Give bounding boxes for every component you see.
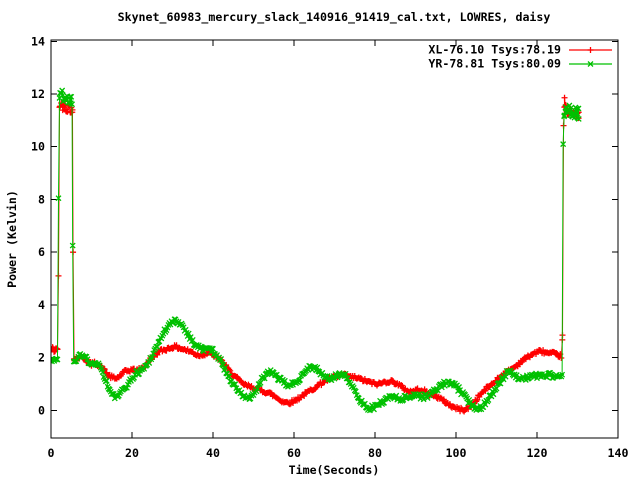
y-tick-label-8: 8: [38, 193, 45, 207]
y-tick-label-0: 0: [38, 403, 45, 417]
x-tick-label-120: 120: [527, 446, 548, 460]
series-line-xl: [51, 97, 580, 413]
legend-label-xl: XL-76.10 Tsys:78.19: [428, 43, 561, 57]
axis-ticks: [50, 40, 619, 438]
axis-tick-labels: 0 20 40 60 80 100 120 140 0 2 4 6 8 10 12 14: [31, 34, 628, 460]
x-tick-label-80: 80: [368, 446, 382, 460]
series-markers-yr: [51, 87, 582, 414]
legend: XL-76.10 Tsys:78.19 YR-78.81 Tsys:80.09: [428, 43, 612, 71]
chart-title: Skynet_60983_mercury_slack_140916_91419_…: [118, 10, 551, 25]
x-axis-label: Time(Seconds): [289, 463, 380, 477]
legend-sample-marker-yr: [587, 61, 594, 67]
plot-frame: [50, 39, 619, 439]
series-line-yr: [51, 90, 580, 412]
y-tick-label-2: 2: [38, 351, 45, 365]
y-axis-label: Power (Kelvin): [5, 190, 19, 288]
legend-sample-lines: [569, 47, 612, 67]
y-tick-label-4: 4: [38, 298, 45, 312]
y-tick-label-12: 12: [31, 87, 45, 101]
plot-border: [50, 39, 619, 439]
x-tick-label-100: 100: [446, 446, 467, 460]
legend-label-yr: YR-78.81 Tsys:80.09: [428, 57, 561, 71]
x-tick-label-40: 40: [206, 446, 220, 460]
x-tick-label-20: 20: [125, 446, 139, 460]
y-tick-label-6: 6: [38, 245, 45, 259]
x-tick-label-140: 140: [608, 446, 629, 460]
y-tick-label-10: 10: [31, 140, 45, 154]
x-tick-label-0: 0: [48, 446, 55, 460]
data-series: [51, 87, 582, 415]
y-tick-label-14: 14: [31, 34, 45, 48]
x-tick-label-60: 60: [287, 446, 301, 460]
legend-sample-marker-xl: [587, 47, 594, 53]
